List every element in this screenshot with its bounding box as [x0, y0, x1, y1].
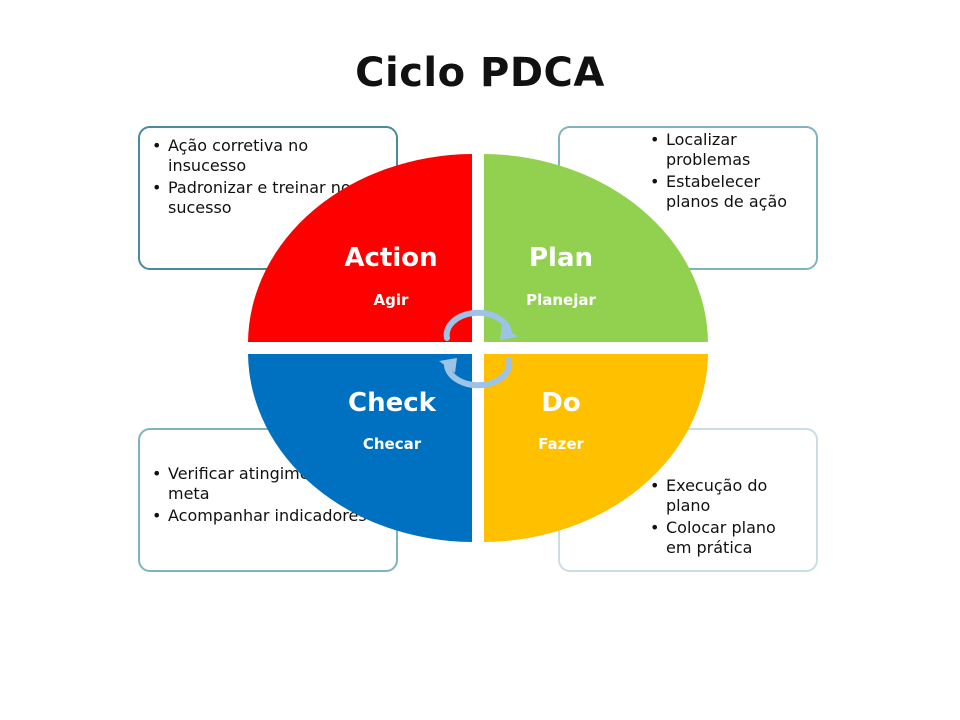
- arrowhead-top-icon: [500, 325, 518, 340]
- plan-quadrant: [484, 154, 708, 342]
- arrowhead-bottom-icon: [439, 358, 457, 373]
- action-label: Action: [344, 243, 437, 273]
- action-quadrant: [248, 154, 472, 342]
- do-note-item: Colocar plano em prática: [648, 518, 806, 558]
- action-note-item: Padronizar e treinar no sucesso: [150, 178, 386, 218]
- check-quadrant: [248, 354, 472, 542]
- do-quadrant: [484, 354, 708, 542]
- plan-note-item: Estabelecer planos de ação: [648, 172, 806, 212]
- do-label: Do: [541, 388, 580, 418]
- check-note-item: Acompanhar indicadores: [150, 506, 386, 526]
- plan-label: Plan: [529, 243, 593, 273]
- do-sublabel: Fazer: [538, 435, 584, 453]
- plan-sublabel: Planejar: [526, 291, 596, 309]
- cycle-arrow-top-icon: [443, 309, 512, 341]
- do-note-item: Execução do plano: [648, 476, 806, 516]
- plan-note-item: Localizar problemas: [648, 130, 806, 170]
- check-sublabel: Checar: [363, 435, 422, 453]
- check-label: Check: [348, 388, 437, 418]
- action-sublabel: Agir: [374, 291, 409, 309]
- cycle-arrows-icon: [439, 309, 518, 389]
- page-title: Ciclo PDCA: [355, 50, 605, 96]
- cycle-arrow-bottom-icon: [444, 357, 513, 389]
- action-note-item: Ação corretiva no insucesso: [150, 136, 386, 176]
